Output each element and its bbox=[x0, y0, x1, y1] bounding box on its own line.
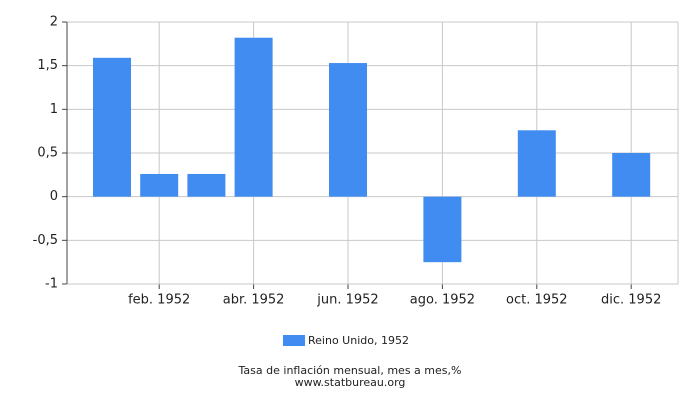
footer: Tasa de inflación mensual, mes a mes,% bbox=[238, 364, 462, 377]
legend-swatch bbox=[283, 335, 305, 346]
y-tick-label: 0 bbox=[50, 189, 58, 204]
y-tick-label: 1,5 bbox=[37, 58, 58, 73]
bar bbox=[187, 173, 226, 197]
source: www.statbureau.org bbox=[295, 376, 406, 389]
x-tick-label: abr. 1952 bbox=[223, 293, 285, 308]
y-tick-label: 2 bbox=[50, 15, 58, 30]
x-tick-label: oct. 1952 bbox=[506, 293, 568, 308]
x-tick-label: dic. 1952 bbox=[601, 293, 661, 308]
bar bbox=[93, 57, 131, 197]
y-tick-label: -0,5 bbox=[33, 233, 58, 248]
bar bbox=[612, 153, 651, 197]
y-tick-label: 0,5 bbox=[37, 146, 58, 161]
y-tick-label: -1 bbox=[45, 277, 58, 292]
x-tick-label: ago. 1952 bbox=[410, 293, 475, 308]
x-tick-label: feb. 1952 bbox=[128, 293, 190, 308]
bar bbox=[140, 173, 179, 197]
bar bbox=[423, 196, 462, 263]
bar bbox=[234, 37, 273, 197]
bar bbox=[517, 130, 556, 197]
y-tick-label: 1 bbox=[50, 102, 58, 117]
bar bbox=[329, 63, 367, 197]
x-tick-label: jun. 1952 bbox=[316, 293, 378, 308]
legend-label: Reino Unido, 1952 bbox=[308, 334, 409, 347]
